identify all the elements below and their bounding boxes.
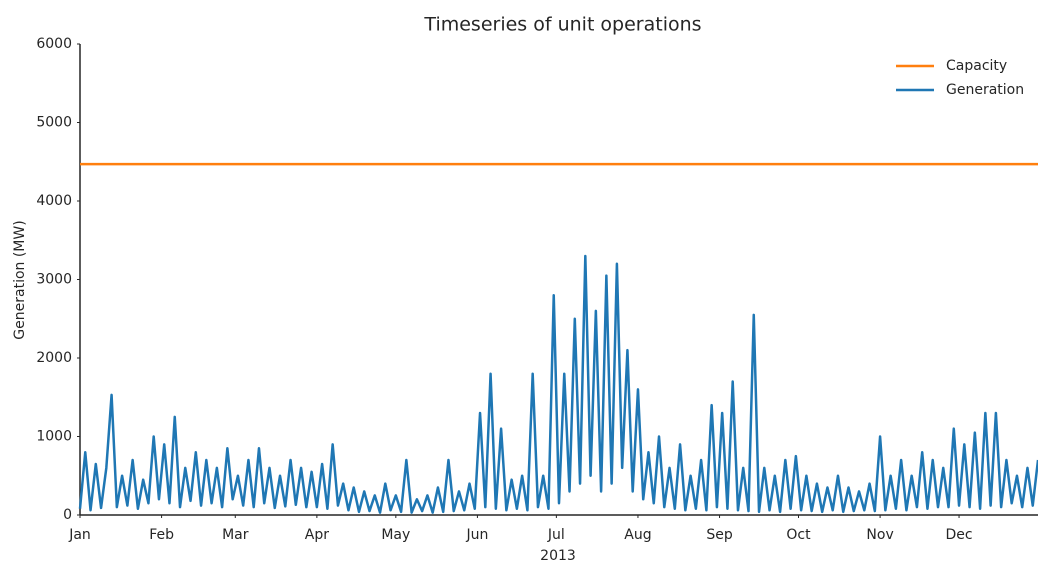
y-tick-label: 5000 [36, 115, 72, 131]
series-line [78, 254, 1038, 514]
x-tick-label: Nov [866, 527, 893, 543]
x-tick-label: Aug [624, 527, 651, 543]
x-tick-label: Mar [222, 527, 249, 543]
x-tick-label: Jul [547, 527, 565, 543]
x-tick-label: Oct [786, 527, 811, 543]
y-tick-label: 2000 [36, 350, 72, 366]
y-tick-label: 6000 [36, 36, 72, 52]
x-tick-label: Jan [68, 527, 91, 543]
legend-label: Generation [946, 82, 1024, 98]
x-tick-label: Feb [149, 527, 174, 543]
x-tick-label: Jun [465, 527, 488, 543]
x-tick-label: May [381, 527, 410, 543]
chart-title: Timeseries of unit operations [423, 14, 701, 36]
x-tick-label: Apr [305, 527, 329, 543]
x-tick-label: Dec [945, 527, 972, 543]
y-tick-label: 3000 [36, 272, 72, 288]
x-axis-label: 2013 [540, 548, 576, 564]
y-tick-label: 4000 [36, 193, 72, 209]
legend-label: Capacity [946, 58, 1007, 74]
y-tick-label: 1000 [36, 429, 72, 445]
y-axis-label: Generation (MW) [12, 220, 28, 339]
y-tick-label: 0 [63, 507, 72, 523]
x-tick-label: Sep [706, 527, 733, 543]
